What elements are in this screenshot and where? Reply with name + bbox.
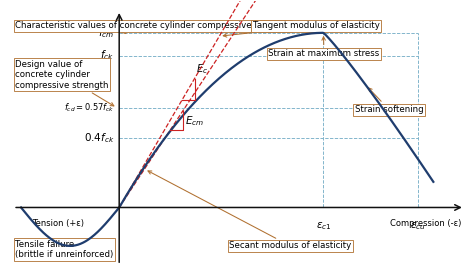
Text: $\varepsilon_{c1}$: $\varepsilon_{c1}$ [316, 220, 331, 231]
Text: Tensile failure
(brittle if unreinforced): Tensile failure (brittle if unreinforced… [15, 240, 113, 259]
Text: $E_{cm}$: $E_{cm}$ [185, 114, 204, 128]
Text: $E_c$: $E_c$ [196, 62, 209, 76]
Text: $\varepsilon_{cu}$: $\varepsilon_{cu}$ [410, 220, 426, 231]
Text: Characteristic values of concrete cylinder compressive strength: Characteristic values of concrete cylind… [15, 21, 291, 33]
Text: $f_{cd} = 0.57f_{ck}$: $f_{cd} = 0.57f_{ck}$ [64, 102, 115, 114]
Text: $f_{cm}$: $f_{cm}$ [98, 26, 115, 40]
Text: Secant modulus of elasticity: Secant modulus of elasticity [148, 171, 351, 250]
Text: Strain at maximum stress: Strain at maximum stress [268, 37, 380, 58]
Text: $0.4f_{ck}$: $0.4f_{ck}$ [84, 131, 115, 144]
Text: Design value of
concrete cylinder
compressive strength: Design value of concrete cylinder compre… [15, 60, 114, 106]
Text: Strain softening: Strain softening [355, 88, 423, 114]
Text: $f_{ck}$: $f_{ck}$ [100, 49, 115, 62]
Text: Tension (+ε): Tension (+ε) [32, 219, 84, 228]
Text: Compression (-ε): Compression (-ε) [390, 219, 461, 228]
Text: Tangent modulus of elasticity: Tangent modulus of elasticity [223, 21, 380, 37]
